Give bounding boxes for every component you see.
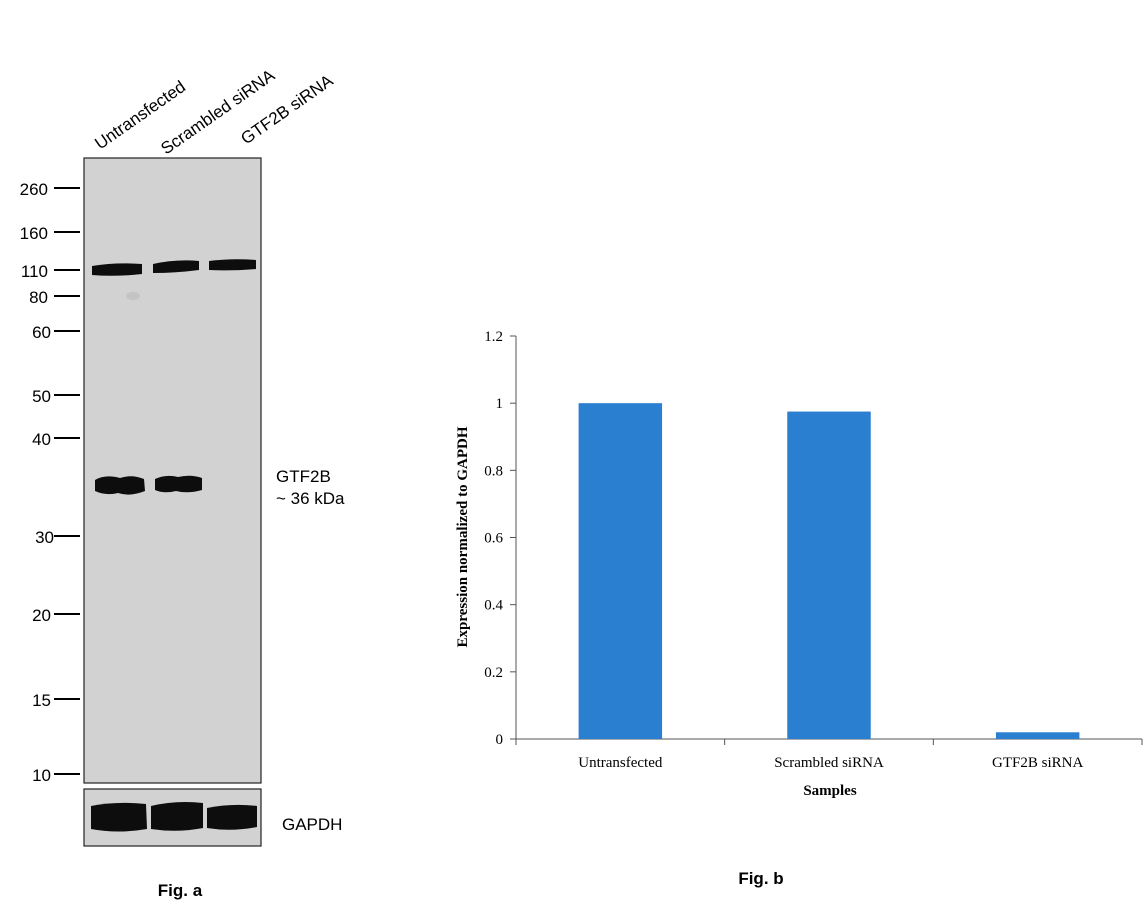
- target-protein-label: GTF2B: [276, 467, 331, 486]
- marker-label-50: 50: [32, 387, 51, 406]
- loading-control-label: GAPDH: [282, 815, 342, 834]
- marker-label-20: 20: [32, 606, 51, 625]
- marker-label-160: 160: [20, 224, 48, 243]
- bar-untransfected: [578, 403, 663, 739]
- y-axis-label: Expression normalized to GAPDH: [455, 426, 471, 647]
- marker-label-30: 30: [35, 528, 54, 547]
- y-tick-label: 0: [496, 732, 504, 748]
- y-tick-label: 1.2: [484, 329, 503, 345]
- target-size-label: ~ 36 kDa: [276, 489, 345, 508]
- gapdh-band-lane1: [91, 802, 147, 832]
- gapdh-band-lane2: [151, 802, 203, 831]
- band-gtf2b-lane1: [95, 476, 145, 495]
- band-110-lane1: [92, 263, 142, 276]
- x-tick-label: Untransfected: [578, 755, 663, 771]
- marker-label-110: 110: [21, 262, 48, 281]
- bar-scrambled-sirna: [787, 411, 871, 739]
- figure-a-caption: Fig. a: [158, 881, 203, 900]
- chart-plot-area: 0 0.2 0.4 0.6 0.8 1 1.2 Untransfected Scrambled …: [484, 329, 1143, 771]
- band-110-lane2: [153, 260, 199, 273]
- x-tick-label: Scrambled siRNA: [774, 755, 884, 771]
- x-axis-label: Samples: [803, 783, 857, 799]
- bar-gtf2b-sirna: [995, 732, 1080, 739]
- y-tick-label: 1: [496, 396, 504, 412]
- marker-label-80: 80: [29, 288, 48, 307]
- marker-label-60: 60: [32, 323, 51, 342]
- marker-label-260: 260: [20, 180, 48, 199]
- y-tick-label: 0.6: [484, 531, 503, 547]
- y-tick-label: 0.8: [484, 463, 503, 479]
- gapdh-band-lane3: [207, 804, 257, 830]
- figure-b-caption: Fig. b: [738, 869, 783, 888]
- y-tick-label: 0.4: [484, 598, 503, 614]
- band-gtf2b-lane2: [155, 475, 202, 493]
- band-110-lane3: [209, 259, 256, 271]
- marker-label-40: 40: [32, 430, 51, 449]
- blot-artifact-spot: [126, 292, 140, 300]
- bar-chart-figure: 0 0.2 0.4 0.6 0.8 1 1.2 Untransfected Scrambled …: [455, 329, 1143, 888]
- marker-label-10: 10: [32, 766, 51, 785]
- western-blot-figure: Untransfected Scrambled siRNA GTF2B siRN…: [20, 65, 345, 900]
- y-tick-label: 0.2: [484, 665, 503, 681]
- blot-membrane: [83, 157, 262, 784]
- marker-label-15: 15: [32, 691, 51, 710]
- x-tick-label: GTF2B siRNA: [992, 755, 1083, 771]
